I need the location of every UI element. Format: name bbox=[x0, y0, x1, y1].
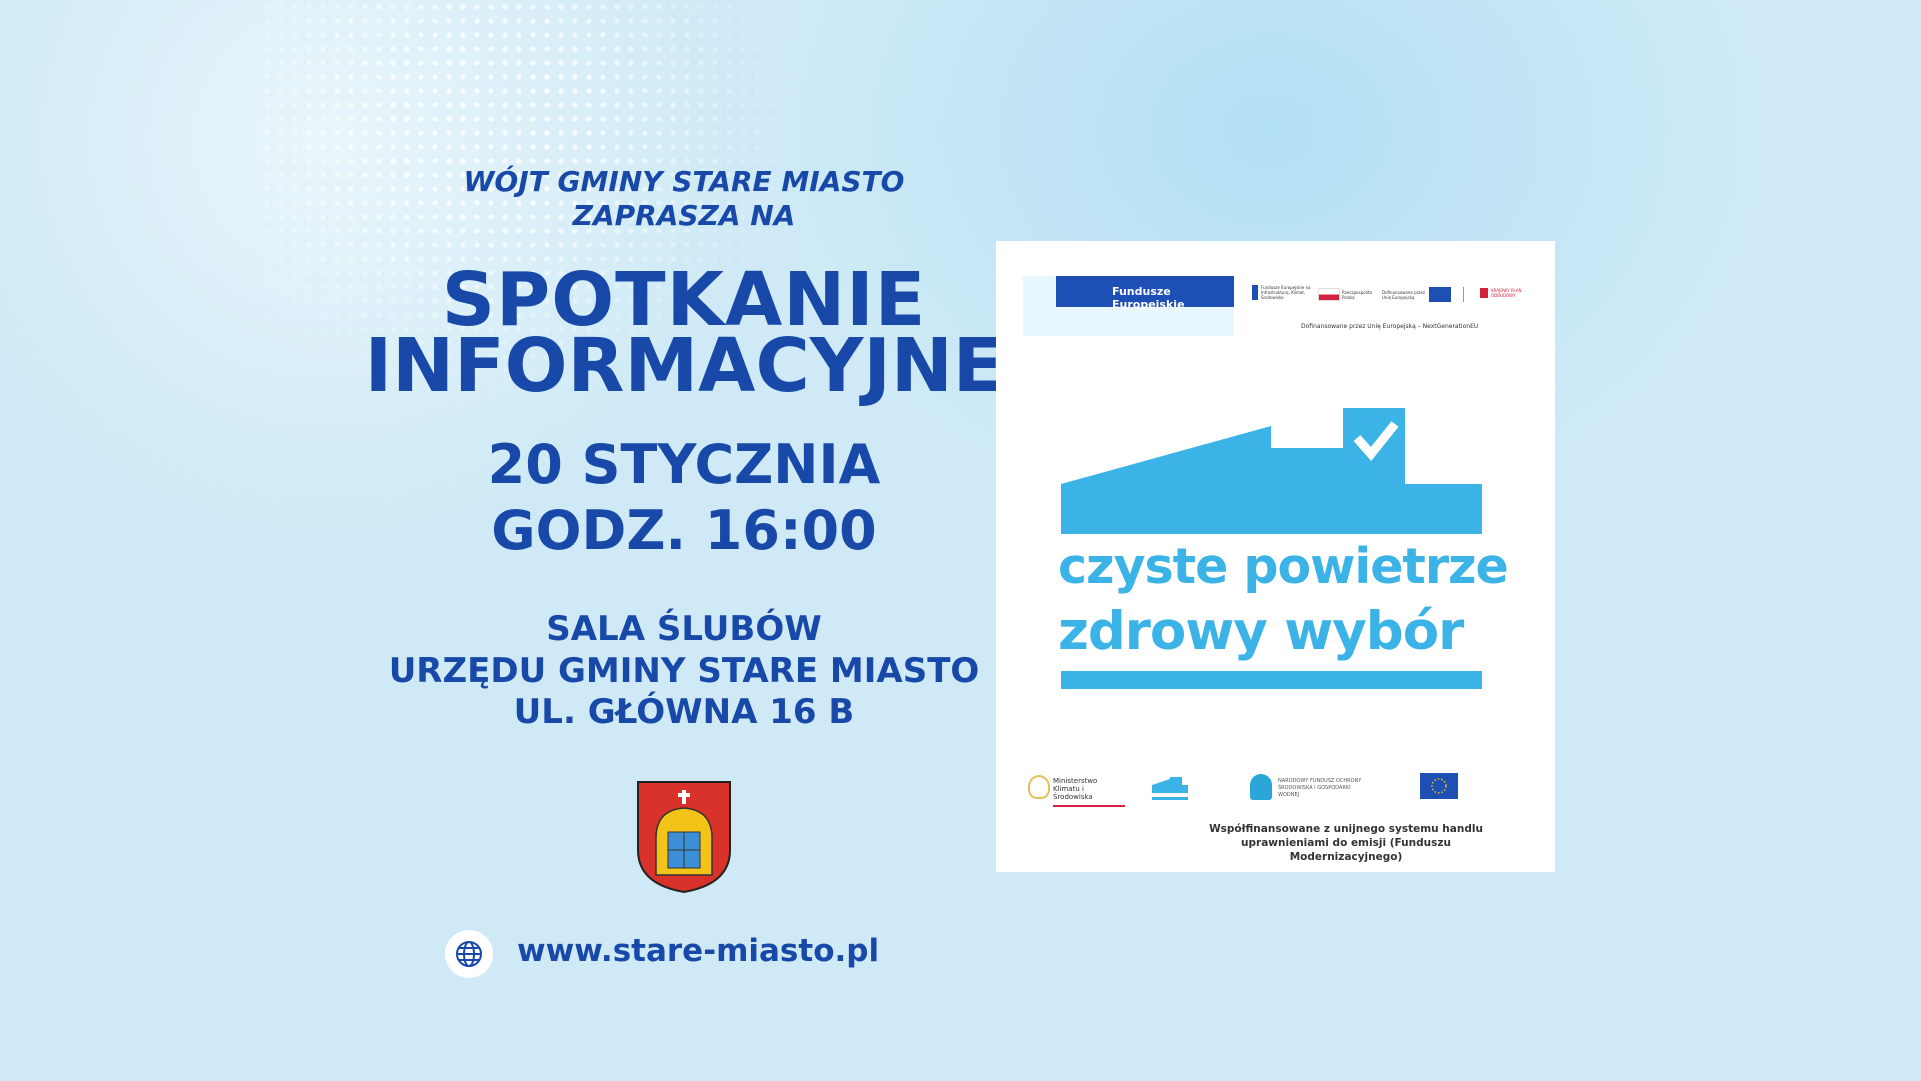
coat-of-arms-logo bbox=[637, 781, 731, 894]
eagle-icon bbox=[1028, 775, 1050, 799]
location-line1: SALA ŚLUBÓW bbox=[546, 609, 822, 649]
house-checkmark-logo bbox=[1061, 408, 1482, 534]
bottom-caption-line1: Współfinansowane z unijnego systemu hand… bbox=[1209, 823, 1483, 835]
bottom-caption-line2: uprawnieniami do emisji (Funduszu Modern… bbox=[1241, 837, 1451, 863]
event-time: GODZ. 16:00 bbox=[491, 499, 877, 562]
website-link[interactable]: www.stare-miasto.pl bbox=[517, 933, 880, 969]
nfos-logo-text: NARODOWY FUNDUSZ OCHRONY ŚRODOWISKA I GO… bbox=[1278, 778, 1362, 798]
eu-flag-icon bbox=[1429, 287, 1451, 302]
eu-flag-bottom-icon bbox=[1420, 773, 1458, 799]
location-line2: URZĘDU GMINY STARE MIASTO bbox=[388, 651, 980, 691]
program-line1: czyste powietrze bbox=[1058, 538, 1509, 595]
ministry-logo-text: Ministerstwo Klimatu i Środowiska bbox=[1053, 777, 1125, 807]
header-line1: WÓJT GMINY STARE MIASTO bbox=[463, 165, 905, 198]
header-line2: ZAPRASZA NA bbox=[572, 199, 796, 232]
program-small-logo bbox=[1152, 777, 1188, 800]
eu-logo-text: Dofinansowane przez Unię Europejską bbox=[1382, 290, 1425, 300]
program-line2: zdrowy wybór bbox=[1058, 601, 1464, 662]
event-date: 20 STYCZNIA bbox=[487, 433, 881, 496]
pl-logo-text: Rzeczpospolita Polska bbox=[1342, 290, 1372, 300]
program-poster: Fundusze Europejskie Fundusze Europejski… bbox=[996, 241, 1555, 872]
fe-logo-text: Fundusze Europejskie bbox=[1112, 285, 1185, 311]
dot-pattern-decoration bbox=[260, 0, 820, 420]
divider bbox=[1463, 287, 1464, 302]
fe-logo: Fundusze Europejskie bbox=[1056, 276, 1234, 311]
bottom-caption: Współfinansowane z unijnego systemu hand… bbox=[1196, 822, 1496, 864]
title-line1: SPOTKANIE bbox=[441, 257, 927, 343]
location-line3: UL. GŁÓWNA 16 B bbox=[513, 692, 855, 732]
program-underline bbox=[1061, 671, 1482, 689]
top-caption: Dofinansowane przez Unię Europejską – Ne… bbox=[1301, 323, 1479, 330]
title-line2: INFORMACYJNE bbox=[364, 323, 1004, 409]
fe-program-logo: Fundusze Europejskie na Infrastrukturę, … bbox=[1252, 285, 1312, 300]
pl-flag-icon bbox=[1318, 288, 1340, 301]
globe-icon bbox=[445, 930, 493, 978]
kpo-logo: KRAJOWY PLAN ODBUDOWY bbox=[1480, 288, 1522, 298]
nfos-logo-icon bbox=[1250, 774, 1272, 800]
